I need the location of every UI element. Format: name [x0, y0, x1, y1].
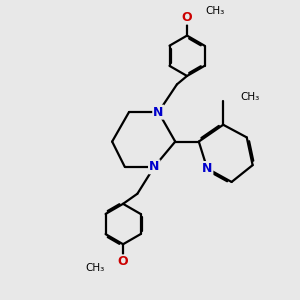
Text: O: O: [182, 11, 192, 24]
Text: CH₃: CH₃: [85, 263, 105, 273]
Text: N: N: [153, 106, 164, 118]
Text: CH₃: CH₃: [206, 6, 225, 16]
Text: CH₃: CH₃: [240, 92, 259, 102]
Text: N: N: [202, 162, 212, 175]
Text: N: N: [149, 160, 159, 173]
Text: O: O: [118, 255, 128, 268]
